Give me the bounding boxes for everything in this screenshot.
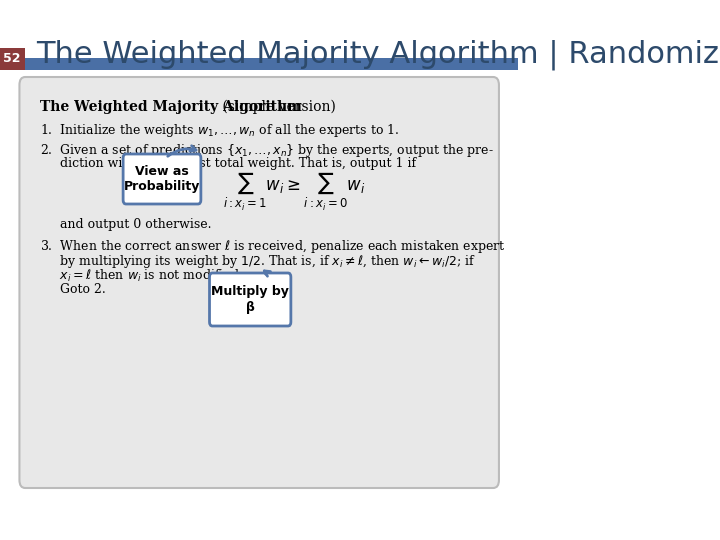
Text: Goto 2.: Goto 2. bbox=[40, 283, 105, 296]
FancyBboxPatch shape bbox=[210, 273, 291, 326]
FancyBboxPatch shape bbox=[19, 77, 499, 488]
Text: $\sum_{i:x_i=1} w_i \geq \sum_{i:x_i=0} w_i$: $\sum_{i:x_i=1} w_i \geq \sum_{i:x_i=0} … bbox=[223, 171, 366, 213]
Text: 52: 52 bbox=[4, 52, 21, 65]
Text: by multiplying its weight by $1/2$. That is, if $x_i \neq \ell$, then $w_i \left: by multiplying its weight by $1/2$. That… bbox=[40, 253, 475, 270]
Text: The Weighted Majority Algorithm | Randomized: The Weighted Majority Algorithm | Random… bbox=[36, 40, 720, 71]
Text: diction with the highest total weight. That is, output 1 if: diction with the highest total weight. T… bbox=[40, 157, 415, 170]
Text: 2.  Given a set of predictions $\{x_1, \ldots, x_n\}$ by the experts, output the: 2. Given a set of predictions $\{x_1, \l… bbox=[40, 142, 493, 159]
Text: The Weighted Majority Algorithm: The Weighted Majority Algorithm bbox=[40, 100, 302, 114]
Text: and output 0 otherwise.: and output 0 otherwise. bbox=[40, 218, 211, 231]
Text: Multiply by
β: Multiply by β bbox=[211, 286, 289, 314]
FancyBboxPatch shape bbox=[123, 154, 201, 204]
Text: (simple version): (simple version) bbox=[218, 100, 336, 114]
Text: $x_i = \ell$ then $w_i$ is not modified.: $x_i = \ell$ then $w_i$ is not modified. bbox=[40, 268, 243, 284]
Text: View as
Probability: View as Probability bbox=[124, 165, 200, 193]
Text: 1.  Initialize the weights $w_1, \ldots, w_n$ of all the experts to 1.: 1. Initialize the weights $w_1, \ldots, … bbox=[40, 122, 399, 139]
FancyBboxPatch shape bbox=[0, 48, 25, 70]
FancyBboxPatch shape bbox=[0, 58, 518, 70]
Text: 3.  When the correct answer $\ell$ is received, penalize each mistaken expert: 3. When the correct answer $\ell$ is rec… bbox=[40, 238, 505, 255]
